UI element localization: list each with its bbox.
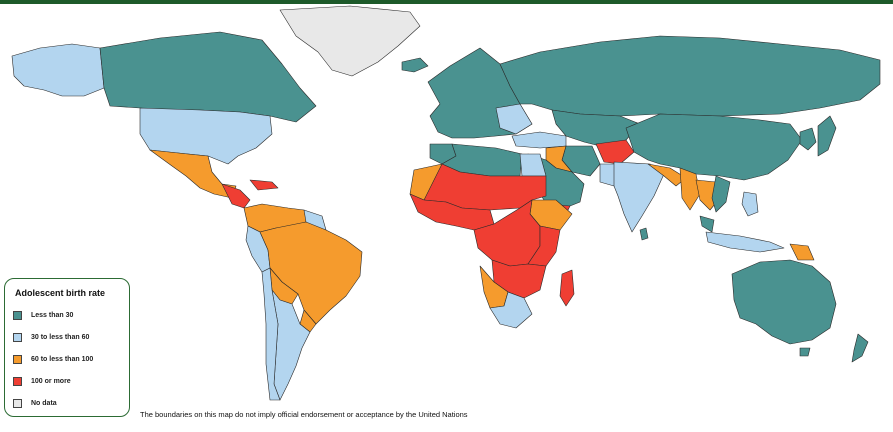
legend-label: No data xyxy=(31,399,57,407)
world-map xyxy=(11,5,881,401)
region-alaska xyxy=(11,43,105,97)
region-japan xyxy=(817,115,837,157)
legend-item-60-to-100: 60 to less than 100 xyxy=(13,353,93,365)
legend-item-less-than-30: Less than 30 xyxy=(13,309,73,321)
region-south-africa xyxy=(489,291,533,329)
legend-swatch xyxy=(13,398,22,408)
region-australia xyxy=(731,259,837,345)
region-egypt xyxy=(519,153,547,177)
legend-swatch xyxy=(13,354,22,364)
legend-label: Less than 30 xyxy=(31,311,74,319)
region-malaysia xyxy=(699,215,715,233)
region-new-zealand xyxy=(851,333,869,363)
legend-item-100-or-more: 100 or more xyxy=(13,375,71,387)
region-korea-japan xyxy=(799,127,817,151)
map-legend: Adolescent birth rate Less than 30 30 to… xyxy=(4,278,130,417)
region-iceland xyxy=(401,57,429,73)
region-png xyxy=(789,243,815,261)
region-vietnam xyxy=(711,175,731,213)
legend-label: 30 to less than 60 xyxy=(31,333,90,341)
legend-item-30-to-60: 30 to less than 60 xyxy=(13,331,89,343)
region-canada xyxy=(99,31,317,123)
region-china xyxy=(625,113,803,181)
region-central-america xyxy=(221,183,251,209)
legend-swatch xyxy=(13,310,22,320)
region-philippines xyxy=(741,191,759,217)
region-turkey xyxy=(511,131,567,149)
legend-swatch xyxy=(13,376,22,386)
region-india xyxy=(613,161,665,233)
region-chile xyxy=(261,267,281,401)
legend-label: 100 or more xyxy=(31,377,71,385)
region-balkans xyxy=(495,103,533,135)
legend-item-no-data: No data xyxy=(13,397,57,409)
legend-label: 60 to less than 100 xyxy=(31,355,94,363)
region-madagascar xyxy=(559,269,575,307)
region-indonesia xyxy=(705,231,785,253)
top-bar xyxy=(0,0,893,4)
region-afghanistan xyxy=(595,139,635,165)
legend-title: Adolescent birth rate xyxy=(15,288,106,298)
region-tasmania xyxy=(799,347,811,357)
region-sri-lanka xyxy=(639,227,649,241)
region-greenland xyxy=(279,5,421,77)
legend-swatch xyxy=(13,332,22,342)
region-myanmar xyxy=(679,167,701,211)
region-caribbean xyxy=(249,179,279,191)
map-disclaimer: The boundaries on this map do not imply … xyxy=(140,410,468,419)
region-russia xyxy=(499,35,881,117)
